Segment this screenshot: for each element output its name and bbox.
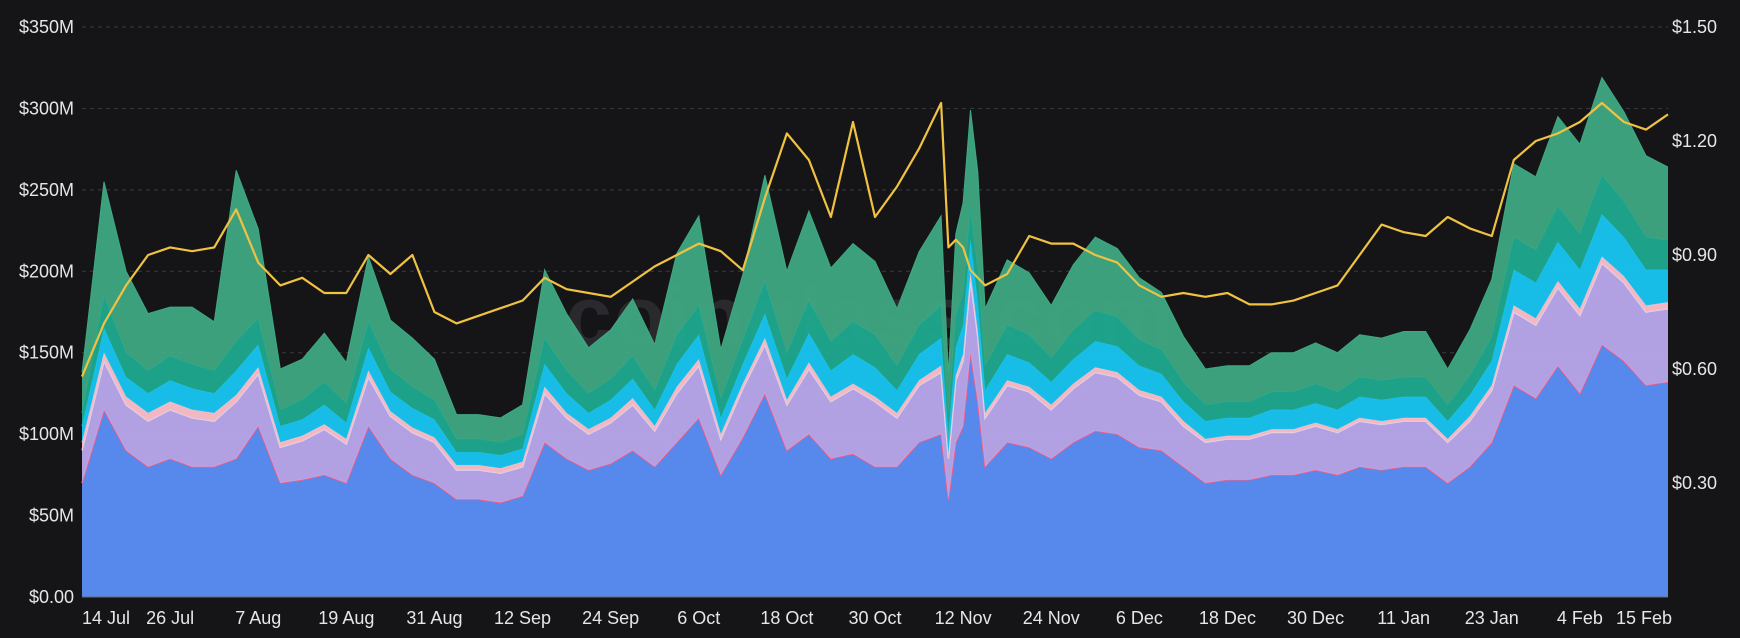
y-left-tick-label: $300M	[19, 98, 74, 118]
area-series-2	[82, 263, 1668, 503]
x-tick-label: 11 Jan	[1377, 608, 1430, 628]
y-right-tick-label: $0.30	[1672, 473, 1717, 493]
y-left-tick-label: $50M	[29, 506, 74, 526]
x-tick-label: 12 Nov	[935, 608, 992, 628]
axes: $0.00 $50M $100M $150M $200M $250M $300M $350M $…	[19, 17, 1717, 628]
y-right-tick-label: $0.90	[1672, 245, 1717, 265]
x-tick-label: 6 Oct	[677, 608, 720, 628]
y-left-tick-label: $250M	[19, 180, 74, 200]
x-tick-label: 24 Nov	[1023, 608, 1080, 628]
x-tick-label: 6 Dec	[1116, 608, 1163, 628]
area-series-1	[82, 344, 1668, 597]
x-tick-label: 24 Sep	[582, 608, 639, 628]
x-tick-label: 26 Jul	[146, 608, 194, 628]
area-series	[81, 76, 1669, 597]
x-tick-label: 23 Jan	[1465, 608, 1519, 628]
x-tick-label: 30 Dec	[1287, 608, 1344, 628]
x-tick-label: 30 Oct	[848, 608, 901, 628]
y-left-tick-label: $200M	[19, 261, 74, 281]
y-left-tick-label: $150M	[19, 343, 74, 363]
x-tick-label: 18 Dec	[1199, 608, 1256, 628]
x-tick-label: 18 Oct	[760, 608, 813, 628]
y-left-tick-label: $0.00	[29, 587, 74, 607]
y-left-tick-label: $350M	[19, 17, 74, 37]
x-tick-label: 14 Jul	[82, 608, 130, 628]
price-line	[80, 101, 1669, 378]
y-right-tick-label: $0.60	[1672, 359, 1717, 379]
y-right-tick-label: $1.50	[1672, 17, 1717, 37]
x-tick-label: 19 Aug	[318, 608, 374, 628]
x-tick-label: 7 Aug	[235, 608, 281, 628]
x-tick-label: 12 Sep	[494, 608, 551, 628]
price-series	[80, 101, 1669, 378]
x-tick-label: 31 Aug	[406, 608, 462, 628]
x-tick-label: 4 Feb	[1557, 608, 1603, 628]
y-right-tick-label: $1.20	[1672, 131, 1717, 151]
y-left-tick-label: $100M	[19, 424, 74, 444]
x-tick-label: 15 Feb	[1616, 608, 1672, 628]
area-edge-6	[81, 76, 1669, 419]
